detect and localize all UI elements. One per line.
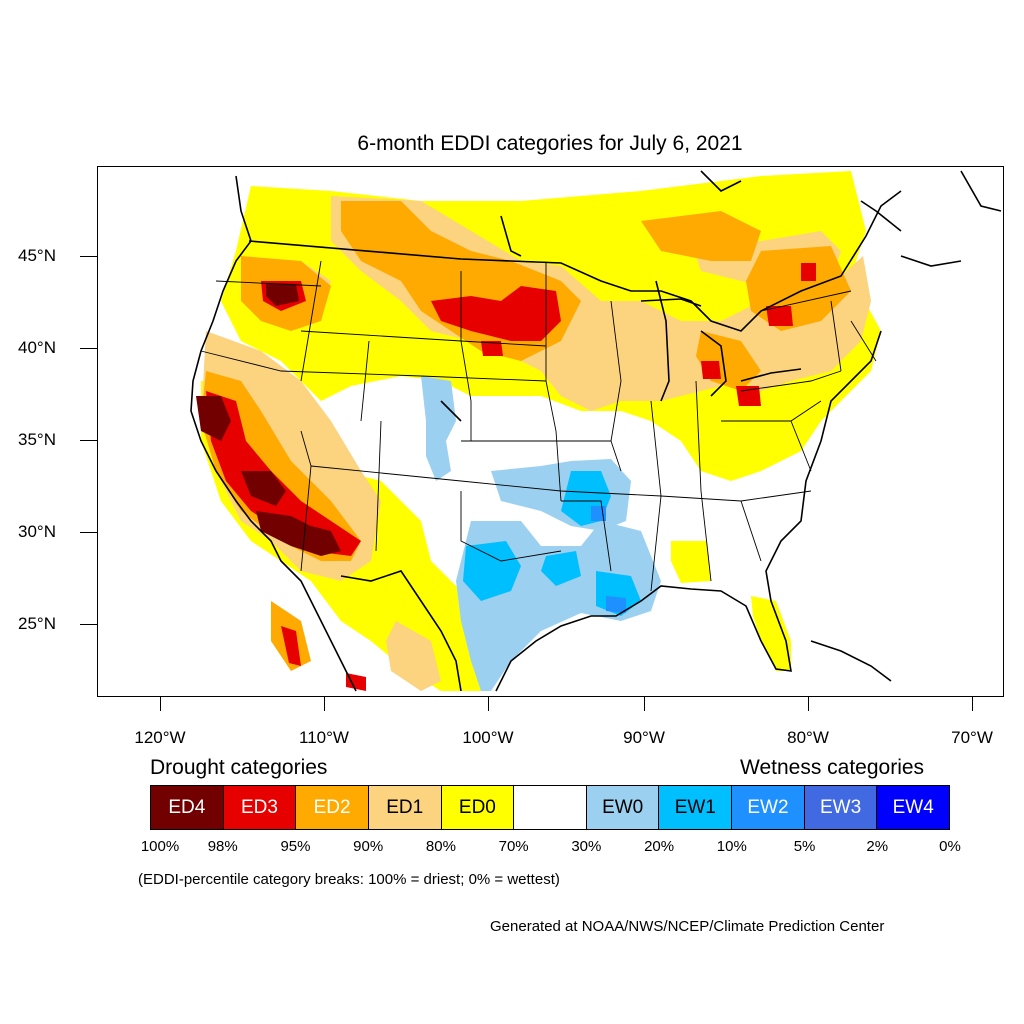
lat-tick bbox=[80, 440, 97, 441]
map-title: 6-month EDDI categories for July 6, 2021 bbox=[357, 132, 743, 155]
lat-label-45: 45°N bbox=[18, 246, 56, 265]
lon-label-110: 110°W bbox=[299, 728, 349, 747]
legend-cell-ed0: ED0 bbox=[441, 786, 515, 829]
lon-tick bbox=[808, 697, 809, 711]
legend-cell-ed3: ED3 bbox=[223, 786, 297, 829]
lon-label-100: 100°W bbox=[462, 728, 514, 747]
wetness-heading: Wetness categories bbox=[740, 756, 925, 779]
percentile-label: 20% bbox=[644, 838, 675, 855]
lon-tick bbox=[644, 697, 645, 711]
coastlines bbox=[190, 170, 1002, 692]
lat-tick bbox=[80, 532, 97, 533]
eddi-map bbox=[190, 170, 1002, 692]
lon-tick bbox=[160, 697, 161, 711]
category-note: (EDDI-percentile category breaks: 100% =… bbox=[138, 871, 560, 888]
legend-colorbar: ED4 ED3 ED2 ED1 ED0 EW0 EW1 EW2 EW3 EW4 bbox=[150, 785, 950, 830]
legend-cell-neutral bbox=[514, 786, 587, 829]
lon-label-120: 120°W bbox=[134, 728, 186, 747]
percentile-label: 30% bbox=[571, 838, 602, 855]
legend-cell-ew4: EW4 bbox=[877, 786, 950, 829]
legend-cell-ew2: EW2 bbox=[732, 786, 805, 829]
lon-label-70: 70°W bbox=[951, 728, 993, 747]
lon-tick bbox=[324, 697, 325, 711]
lon-label-80: 80°W bbox=[787, 728, 829, 747]
percentile-label: 2% bbox=[866, 838, 889, 855]
lat-tick bbox=[80, 256, 97, 257]
percentile-label: 90% bbox=[353, 838, 384, 855]
legend-cell-ew1: EW1 bbox=[659, 786, 733, 829]
percentile-label: 70% bbox=[498, 838, 529, 855]
map-panel bbox=[97, 166, 1004, 697]
legend-cell-ed2: ED2 bbox=[296, 786, 369, 829]
percentile-label: 5% bbox=[793, 838, 816, 855]
lon-tick bbox=[488, 697, 489, 711]
percentile-label: 0% bbox=[939, 838, 961, 855]
legend-cell-ew0: EW0 bbox=[586, 786, 660, 829]
percentile-label: 100% bbox=[140, 838, 180, 855]
legend-cell-ed1: ED1 bbox=[368, 786, 442, 829]
legend-cell-ew3: EW3 bbox=[804, 786, 878, 829]
lat-label-25: 25°N bbox=[18, 614, 56, 633]
legend-cell-ed4: ED4 bbox=[151, 786, 224, 829]
lon-label-90: 90°W bbox=[623, 728, 665, 747]
lat-tick bbox=[80, 348, 97, 349]
drought-heading: Drought categories bbox=[150, 756, 328, 779]
lat-label-40: 40°N bbox=[18, 338, 56, 357]
percentile-label: 80% bbox=[425, 838, 456, 855]
lat-label-30: 30°N bbox=[18, 522, 56, 541]
percentile-label: 98% bbox=[207, 838, 238, 855]
ed4-regions bbox=[196, 283, 341, 556]
percentile-label: 95% bbox=[280, 838, 311, 855]
percentile-label: 10% bbox=[716, 838, 747, 855]
lat-tick bbox=[80, 624, 97, 625]
lon-tick bbox=[972, 697, 973, 711]
credit-text: Generated at NOAA/NWS/NCEP/Climate Predi… bbox=[490, 918, 885, 935]
lat-label-35: 35°N bbox=[18, 430, 56, 449]
